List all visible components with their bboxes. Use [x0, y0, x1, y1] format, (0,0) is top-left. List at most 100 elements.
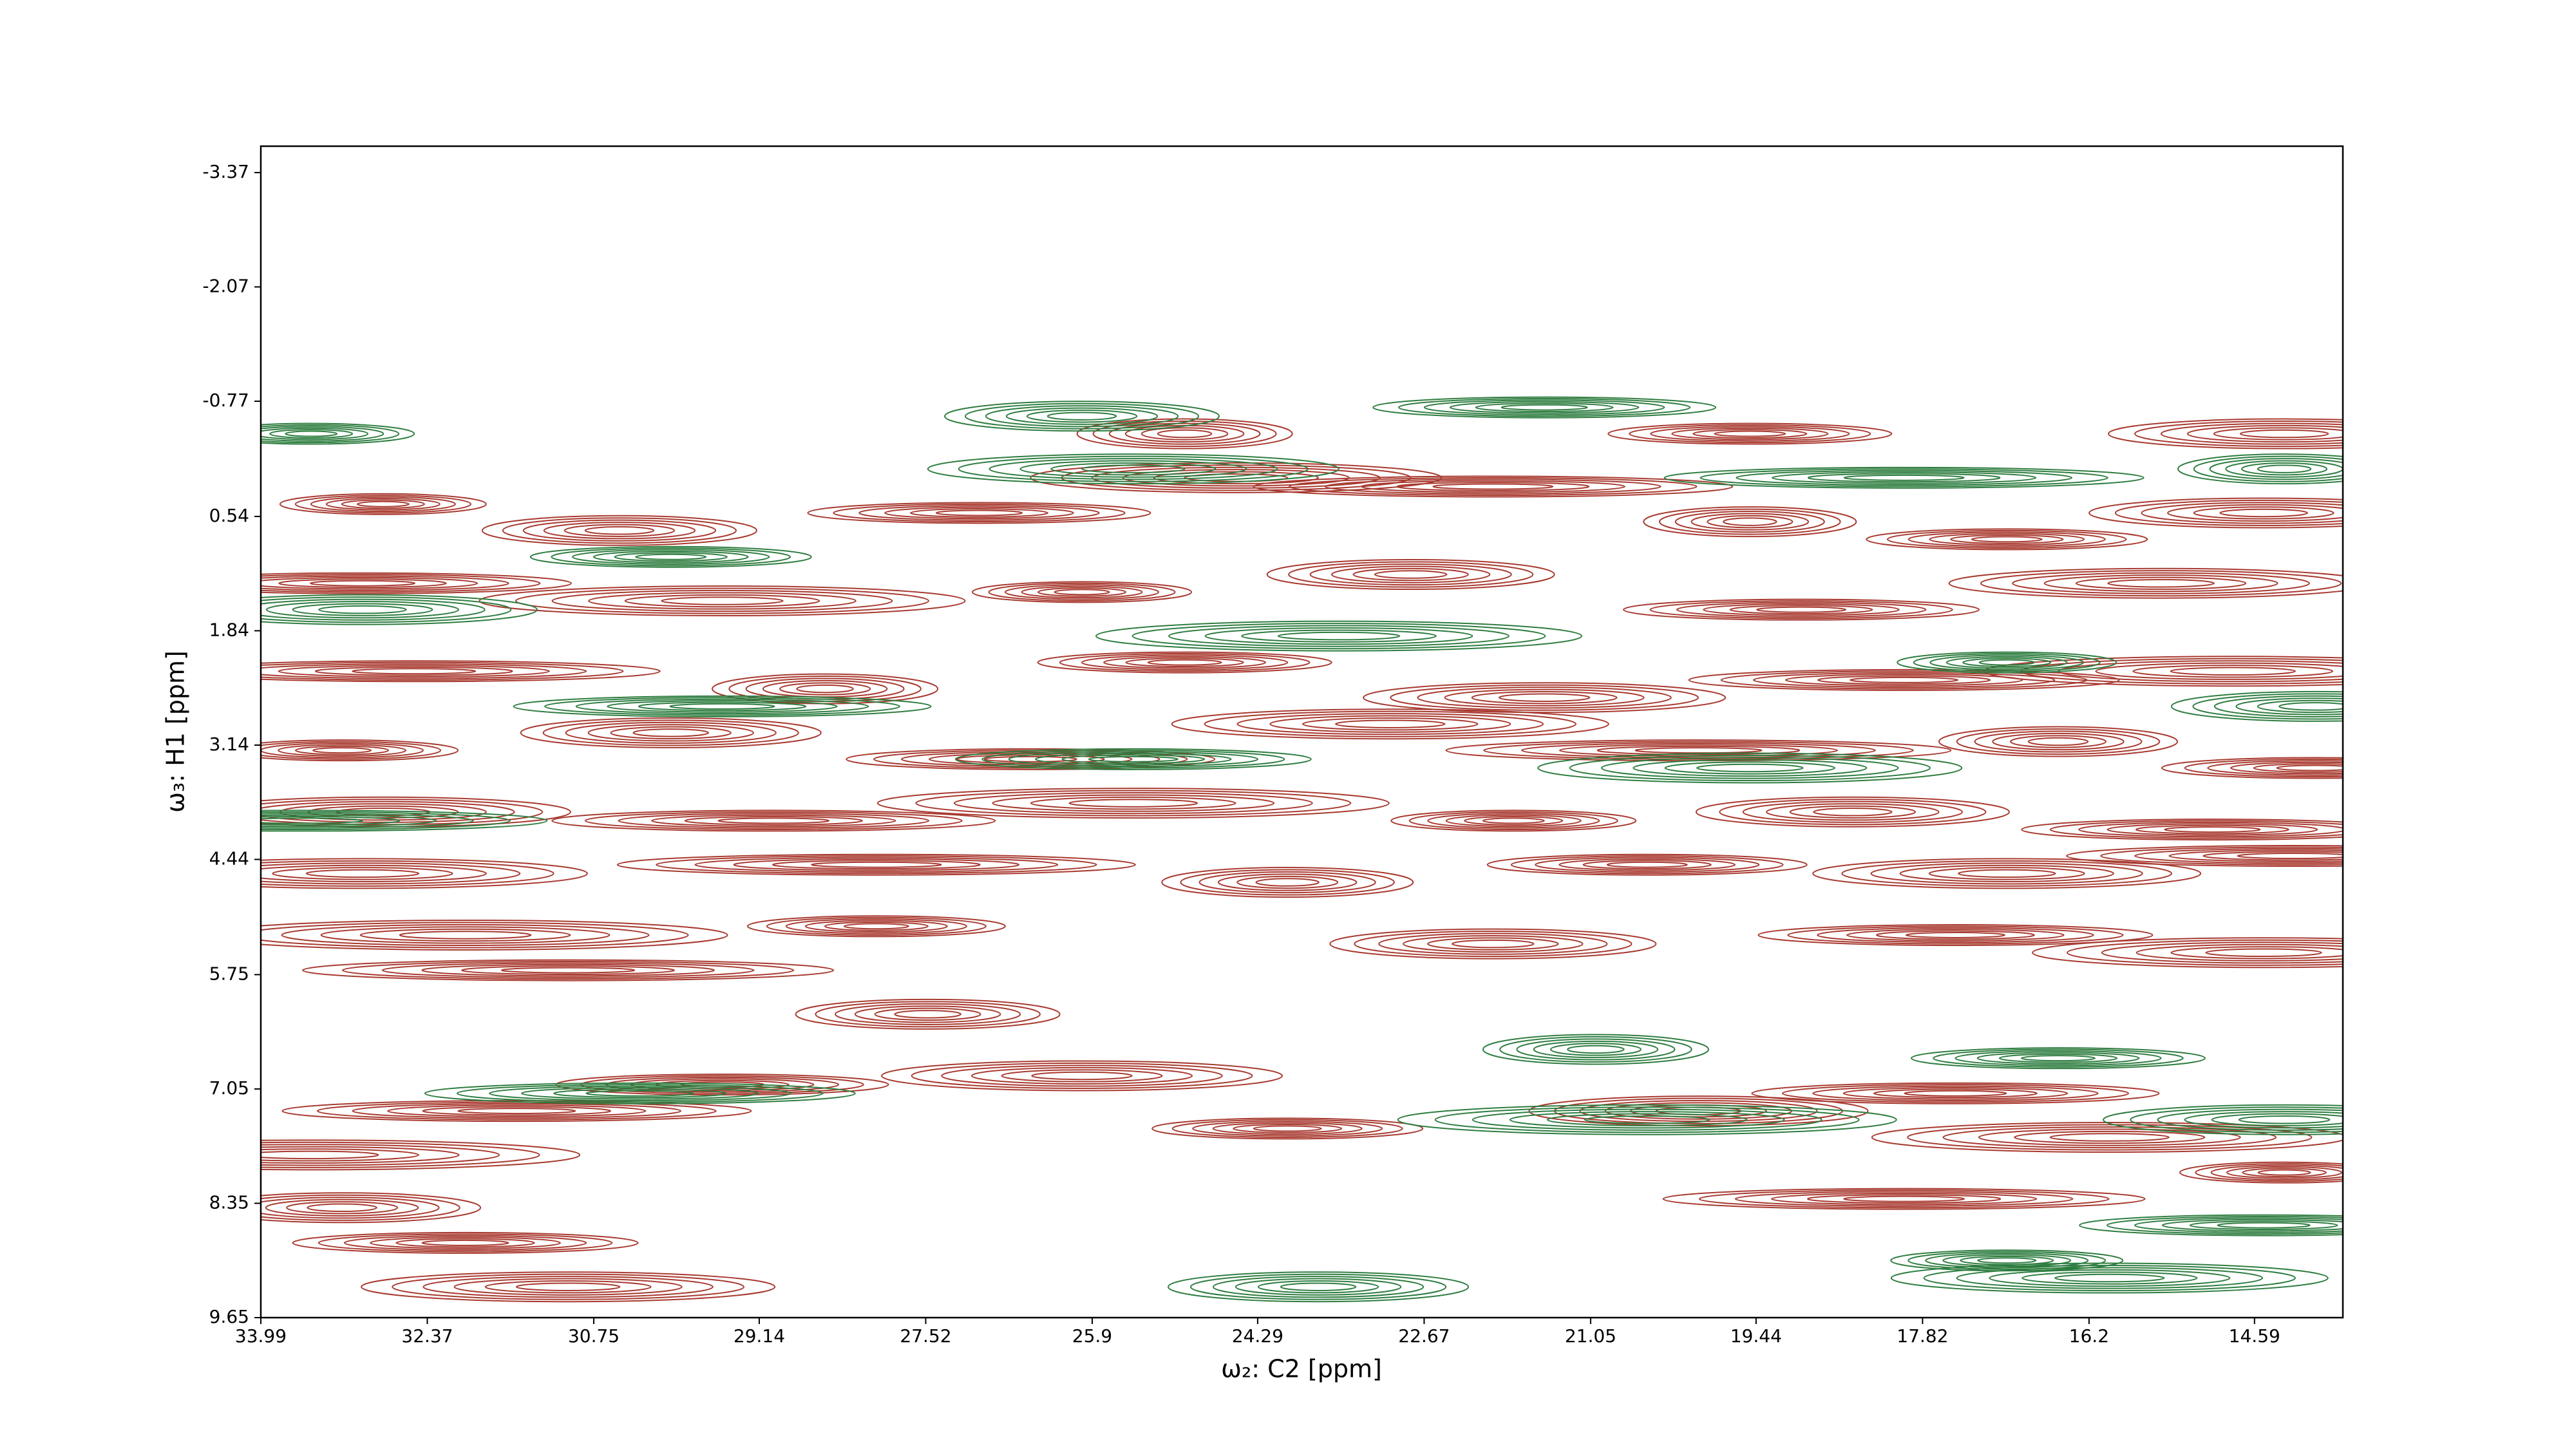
- contour-level: [1472, 1108, 1823, 1131]
- contour-level: [261, 594, 538, 625]
- y-tick-label: 3.14: [209, 734, 249, 755]
- contour-level: [1266, 559, 1555, 591]
- contour-level: [1600, 757, 1899, 779]
- contour-level: [261, 814, 437, 828]
- contour-level: [553, 1088, 727, 1099]
- peak: [2079, 1214, 2343, 1236]
- contour-level: [1125, 658, 1244, 668]
- contour-level: [2213, 427, 2343, 440]
- peak: [1253, 475, 1734, 498]
- peak: [261, 858, 588, 889]
- contour-level: [1629, 424, 1871, 444]
- contour-level: [1714, 430, 1786, 437]
- contour-level: [292, 603, 433, 616]
- contour-level: [1019, 460, 1247, 478]
- contour-level: [1549, 1043, 1642, 1056]
- peak: [261, 919, 728, 951]
- contour-level: [983, 755, 1077, 762]
- contour-level: [1535, 857, 1760, 873]
- contour-level: [2134, 421, 2343, 448]
- contour-level: [1334, 719, 1446, 728]
- contour-level: [261, 1192, 481, 1224]
- peak: [1897, 651, 2117, 674]
- contour-level: [1026, 410, 1138, 423]
- contour-level: [1946, 656, 2068, 669]
- contour-level: [1499, 1036, 1692, 1063]
- contour-level: [261, 1144, 500, 1166]
- contour-level: [1752, 672, 2056, 688]
- contour-level: [941, 1065, 1223, 1087]
- contour-level: [2101, 942, 2343, 964]
- contour-level: [1212, 1122, 1363, 1135]
- contour-level: [269, 429, 354, 439]
- peak: [1751, 1082, 2160, 1104]
- contour-level: [279, 493, 487, 515]
- contour-level: [785, 918, 967, 934]
- contour-level: [1989, 1269, 2231, 1287]
- peak: [261, 422, 415, 445]
- y-tick-label: 9.65: [209, 1306, 249, 1327]
- contour-level: [1151, 1117, 1424, 1140]
- contour-level: [1510, 855, 1784, 875]
- x-tick-label: 33.99: [235, 1325, 287, 1347]
- contour-level: [1417, 687, 1672, 709]
- peak: [1390, 810, 1637, 832]
- contour-level: [910, 508, 1048, 518]
- peak: [261, 594, 538, 625]
- peak: [2103, 1104, 2343, 1135]
- contour-level: [2132, 665, 2334, 678]
- contour-level: [395, 1238, 535, 1248]
- contour-level: [1757, 923, 2154, 946]
- contour-level: [2238, 1115, 2331, 1124]
- contour-level: [1866, 528, 2148, 551]
- contour-level: [1890, 1262, 2329, 1294]
- contour-level: [1813, 808, 1893, 817]
- contour-level: [2230, 761, 2343, 775]
- contour-level: [572, 549, 770, 565]
- peak: [616, 853, 1136, 876]
- contour-level: [2226, 1166, 2343, 1179]
- contour-level: [1132, 623, 1546, 650]
- contour-level: [1904, 1090, 2007, 1097]
- peak: [1663, 466, 2145, 489]
- contour-level: [1309, 563, 1512, 586]
- contour-level: [954, 748, 1312, 770]
- contour-level: [1734, 1191, 2074, 1207]
- contour-level: [312, 747, 372, 754]
- contour-level: [2170, 946, 2343, 960]
- contour-level: [1736, 469, 2073, 486]
- contour-level: [1663, 466, 2145, 489]
- contour-level: [2107, 823, 2318, 836]
- contour-level: [1008, 751, 1258, 768]
- peak: [1890, 1262, 2329, 1294]
- contour-level: [1938, 726, 2178, 757]
- peak: [1890, 1249, 2124, 1272]
- contour-level: [1567, 1045, 1625, 1054]
- contour-level: [370, 1236, 561, 1249]
- contour-level: [584, 811, 963, 831]
- contour-level: [1674, 511, 1825, 533]
- contour-level: [1528, 1095, 1869, 1127]
- contour-level: [515, 1282, 621, 1291]
- contour-level: [1817, 675, 1991, 685]
- contour-level: [261, 1194, 460, 1221]
- y-tick-label: 5.75: [209, 963, 249, 984]
- contour-level: [1021, 585, 1143, 599]
- contour-level: [1913, 653, 2101, 672]
- contour-level: [717, 817, 830, 824]
- peak: [795, 998, 1061, 1030]
- y-tick-label: 0.54: [209, 505, 249, 526]
- contour-level: [1449, 401, 1640, 414]
- peak: [1910, 1047, 2206, 1070]
- contour-level: [985, 405, 1179, 428]
- contour-level: [2022, 1271, 2198, 1285]
- contour-level: [2161, 757, 2343, 779]
- contour-level: [1807, 473, 2001, 483]
- contour-level: [2020, 1055, 2096, 1062]
- contour-level: [422, 1106, 611, 1116]
- peak: [746, 915, 1006, 938]
- contour-level: [1236, 713, 1544, 735]
- contour-level: [1171, 708, 1609, 740]
- plot-area: [261, 396, 2343, 1303]
- contour-level: [1168, 625, 1510, 647]
